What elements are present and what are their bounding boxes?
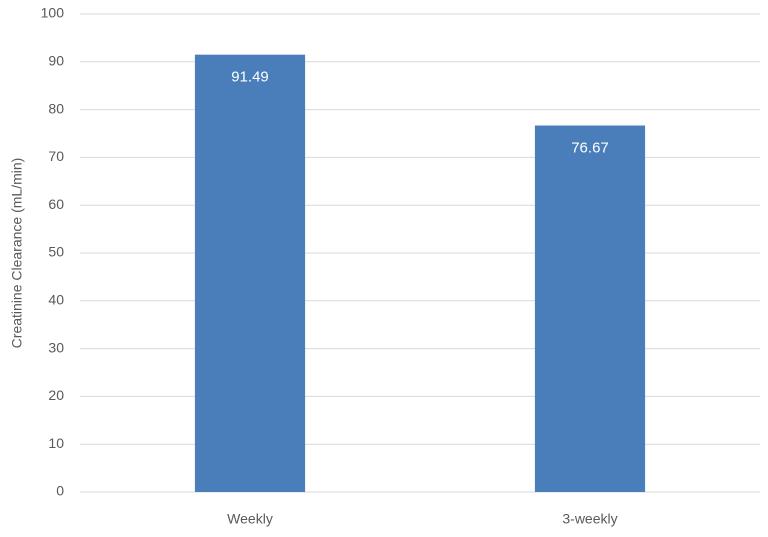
bar [534,125,646,493]
y-tick-label: 100 [41,5,65,21]
y-tick-label: 0 [56,483,64,499]
bar [194,54,306,493]
y-tick-label: 90 [48,53,64,69]
y-axis-label: Creatinine Clearance (mL/min) [9,158,25,349]
y-tick-label: 20 [48,387,64,403]
y-tick-label: 70 [48,148,64,164]
y-tick-label: 50 [48,244,64,260]
y-tick-label: 80 [48,100,64,116]
y-tick-label: 30 [48,339,64,355]
data-label: 76.67 [571,139,609,156]
y-tick-label: 40 [48,292,64,308]
y-tick-label: 10 [48,435,64,451]
data-label: 91.49 [231,69,269,86]
x-tick-label: 3-weekly [562,511,617,527]
x-tick-label: Weekly [227,511,273,527]
y-tick-label: 60 [48,196,64,212]
